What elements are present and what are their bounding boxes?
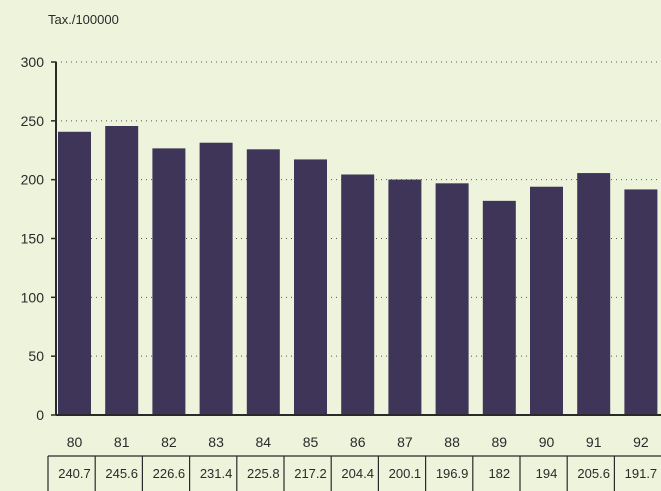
data-label: 240.7 (58, 466, 91, 481)
y-tick-label: 250 (21, 113, 45, 129)
x-tick-label: 92 (633, 434, 649, 450)
y-axis-label: Tax./100000 (48, 12, 119, 27)
data-label: 182 (488, 466, 510, 481)
data-label: 200.1 (389, 466, 422, 481)
y-tick-label: 100 (21, 289, 45, 305)
y-tick-label: 50 (28, 348, 44, 364)
x-tick-label: 82 (161, 434, 177, 450)
x-tick-label: 87 (397, 434, 413, 450)
y-tick-label: 0 (36, 407, 44, 423)
bar-87 (388, 179, 422, 415)
x-tick-label: 89 (492, 434, 508, 450)
data-label: 204.4 (341, 466, 374, 481)
bar-88 (435, 183, 469, 415)
value-table: 240.7 245.6 226.6 231.4 225.8 217.2 204.4 200.1… (47, 455, 661, 491)
x-tick-labels: 80 81 82 83 84 85 86 87 88 89 90 91 92 (67, 434, 649, 450)
data-label: 205.6 (577, 466, 610, 481)
bar-80 (58, 131, 91, 415)
x-tick-label: 81 (114, 434, 130, 450)
x-tick-label: 86 (350, 434, 366, 450)
bars (58, 126, 658, 416)
data-label: 194 (536, 466, 558, 481)
bar-91 (577, 173, 611, 415)
bar-86 (341, 174, 375, 415)
data-label: 231.4 (200, 466, 233, 481)
y-tick-label: 150 (21, 231, 45, 247)
y-tick-label: 200 (21, 172, 45, 188)
x-tick-label: 80 (67, 434, 83, 450)
data-label: 245.6 (105, 466, 138, 481)
y-tick-label: 300 (21, 54, 45, 70)
bar-92 (624, 189, 658, 415)
bar-85 (294, 159, 327, 415)
x-tick-label: 88 (444, 434, 460, 450)
x-tick-label: 85 (303, 434, 319, 450)
bar-82 (152, 148, 186, 415)
bar-83 (199, 142, 233, 415)
y-tick-labels: 0 50 100 150 200 250 300 (21, 54, 45, 423)
data-label: 225.8 (247, 466, 280, 481)
x-tick-label: 84 (256, 434, 272, 450)
x-tick-label: 91 (586, 434, 602, 450)
data-label: 196.9 (436, 466, 469, 481)
x-tick-label: 83 (208, 434, 224, 450)
bar-84 (246, 149, 280, 416)
data-label: 191.7 (625, 466, 658, 481)
data-label: 226.6 (153, 466, 186, 481)
bar-81 (105, 126, 139, 415)
x-tick-label: 90 (539, 434, 555, 450)
data-label: 217.2 (294, 466, 327, 481)
bar-89 (482, 200, 516, 415)
bar-90 (530, 186, 563, 415)
axes (51, 61, 661, 416)
